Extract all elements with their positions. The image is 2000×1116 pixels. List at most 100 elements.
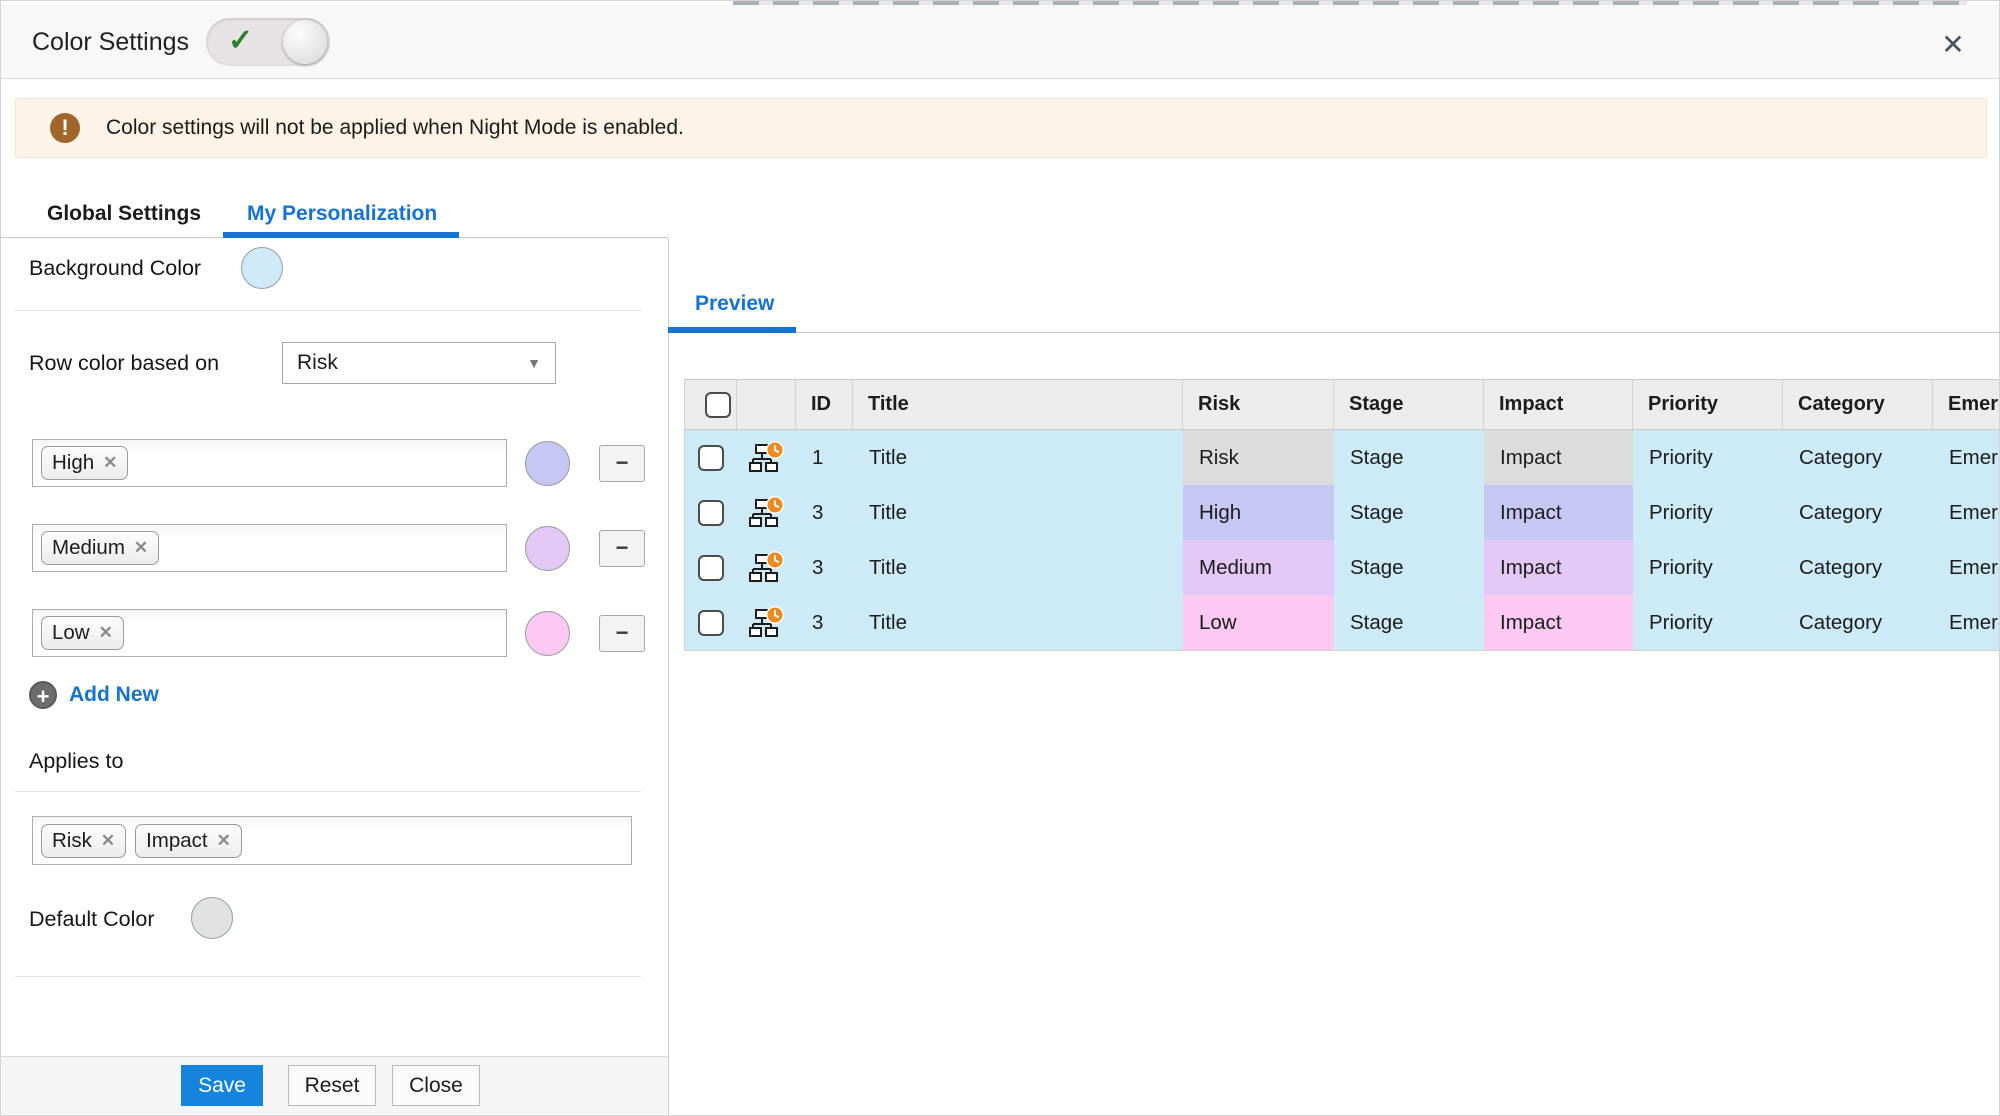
row-checkbox[interactable] xyxy=(698,609,724,636)
column-header-emergency[interactable]: Emerg xyxy=(1948,393,1999,415)
column-header-title[interactable]: Title xyxy=(853,380,1183,429)
row-color-based-on-label: Row color based on xyxy=(29,351,220,375)
color-settings-toggle[interactable]: ✓ xyxy=(206,18,330,66)
select-all-checkbox[interactable] xyxy=(705,391,731,418)
night-mode-warning-banner: ! Color settings will not be applied whe… xyxy=(15,98,1987,158)
tab-preview[interactable]: Preview xyxy=(695,292,775,315)
warning-text: Color settings will not be applied when … xyxy=(106,116,684,139)
column-header-impact[interactable]: Impact xyxy=(1484,380,1633,429)
cell-category: Category xyxy=(1799,500,1883,524)
cell-id: 3 xyxy=(812,610,824,634)
cell-id: 3 xyxy=(812,500,824,524)
cell-title: Title xyxy=(869,555,907,579)
remove-tag-icon[interactable]: ✕ xyxy=(216,830,231,850)
cell-title: Title xyxy=(869,445,907,469)
table-row: 3 Title Low Stage Impact Priority Catego… xyxy=(685,595,1999,650)
add-new-label: Add New xyxy=(69,683,159,706)
panel-divider xyxy=(668,238,669,1115)
cell-impact: Impact xyxy=(1484,540,1633,595)
dropdown-value: Risk xyxy=(297,351,338,374)
table-row: 3 Title Medium Stage Impact Priority Cat… xyxy=(685,540,1999,595)
toggle-knob[interactable] xyxy=(283,20,327,64)
cell-id: 3 xyxy=(812,555,824,579)
tag-label: Risk xyxy=(52,828,92,852)
column-header-priority[interactable]: Priority xyxy=(1633,380,1783,429)
section-divider xyxy=(15,310,641,311)
cell-emergency: Emerg xyxy=(1949,500,1999,524)
background-page-strip xyxy=(733,1,1967,5)
cell-stage: Stage xyxy=(1350,445,1404,469)
dialog-header: Color Settings ✓ ✕ xyxy=(1,5,1999,79)
rule-color-swatch-low[interactable] xyxy=(525,611,570,656)
cell-risk: Medium xyxy=(1183,540,1334,595)
cell-priority: Priority xyxy=(1649,610,1713,634)
tag-chip: Risk ✕ xyxy=(41,823,127,858)
remove-rule-button[interactable]: − xyxy=(599,530,645,567)
column-header-id[interactable]: ID xyxy=(796,380,853,429)
applies-to-tag-input[interactable]: Risk ✕ Impact ✕ xyxy=(32,816,632,865)
cell-impact: Impact xyxy=(1484,595,1633,650)
column-header-stage[interactable]: Stage xyxy=(1334,380,1484,429)
rule-color-swatch-medium[interactable] xyxy=(525,526,570,571)
cell-emergency: Emerg xyxy=(1949,610,1999,634)
column-header-category[interactable]: Category xyxy=(1783,380,1933,429)
remove-rule-button[interactable]: − xyxy=(599,445,645,482)
active-tab-underline xyxy=(223,232,459,238)
save-button[interactable]: Save xyxy=(181,1065,263,1106)
default-color-swatch[interactable] xyxy=(191,897,233,939)
tag-label: Medium xyxy=(52,536,125,559)
remove-tag-icon[interactable]: ✕ xyxy=(100,830,116,850)
header-icon-cell xyxy=(737,380,796,429)
cell-stage: Stage xyxy=(1350,555,1404,579)
tab-global-settings[interactable]: Global Settings xyxy=(47,202,202,225)
hierarchy-schedule-icon xyxy=(737,595,796,650)
cell-emergency: Emerg xyxy=(1949,445,1999,469)
tag-chip: Impact ✕ xyxy=(135,823,242,858)
table-body: 1 Title Risk Stage Impact Priority Categ… xyxy=(685,430,1999,650)
table-row: 1 Title Risk Stage Impact Priority Categ… xyxy=(685,430,1999,485)
row-checkbox[interactable] xyxy=(698,444,724,471)
cell-emergency: Emerg xyxy=(1949,555,1999,579)
background-color-label: Background Color xyxy=(29,256,202,280)
cell-category: Category xyxy=(1799,555,1883,579)
tag-chip: Medium ✕ xyxy=(41,531,160,565)
section-divider xyxy=(15,791,641,792)
rule-tag-input-low[interactable]: Low ✕ xyxy=(32,609,507,657)
table-header-row: ID Title Risk Stage Impact Priority Cate… xyxy=(685,380,1999,430)
rule-tag-input-medium[interactable]: Medium ✕ xyxy=(32,524,507,572)
close-button[interactable]: Close xyxy=(392,1065,480,1106)
applies-to-label: Applies to xyxy=(29,749,124,773)
cell-risk: High xyxy=(1183,485,1334,540)
cell-risk: Risk xyxy=(1183,430,1334,485)
column-header-risk[interactable]: Risk xyxy=(1183,380,1334,429)
tag-label: High xyxy=(52,451,95,474)
hierarchy-schedule-icon xyxy=(737,540,796,595)
remove-tag-icon[interactable]: ✕ xyxy=(103,453,118,472)
add-new-rule-button[interactable]: + Add New xyxy=(29,681,159,709)
check-icon: ✓ xyxy=(228,24,254,57)
cell-impact: Impact xyxy=(1484,430,1633,485)
cell-stage: Stage xyxy=(1350,610,1404,634)
row-checkbox[interactable] xyxy=(698,499,724,526)
plus-icon: + xyxy=(29,681,57,709)
row-color-field-dropdown[interactable]: Risk ▼ xyxy=(282,342,556,384)
tab-my-personalization[interactable]: My Personalization xyxy=(247,202,438,225)
row-checkbox[interactable] xyxy=(698,554,724,581)
header-checkbox-cell xyxy=(685,380,737,429)
cell-priority: Priority xyxy=(1649,500,1713,524)
preview-tab-underline xyxy=(668,327,796,333)
remove-tag-icon[interactable]: ✕ xyxy=(98,623,113,642)
tag-label: Impact xyxy=(146,828,208,852)
background-color-swatch[interactable] xyxy=(241,247,283,289)
tag-label: Low xyxy=(52,621,90,644)
reset-button[interactable]: Reset xyxy=(288,1065,376,1106)
cell-id: 1 xyxy=(812,445,824,469)
rule-tag-input-high[interactable]: High ✕ xyxy=(32,439,507,487)
preview-tabbar-divider xyxy=(668,332,1999,333)
rule-color-swatch-high[interactable] xyxy=(525,441,570,486)
section-divider xyxy=(15,976,641,977)
close-icon[interactable]: ✕ xyxy=(1941,29,1965,60)
remove-tag-icon[interactable]: ✕ xyxy=(133,538,149,557)
remove-rule-button[interactable]: − xyxy=(599,615,645,652)
